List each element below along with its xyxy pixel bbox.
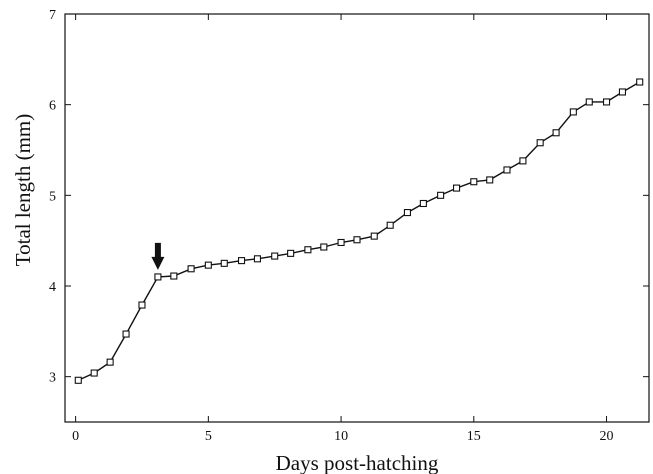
data-point [154, 273, 162, 281]
data-point [220, 259, 228, 267]
data-point [337, 238, 345, 247]
data-point [519, 157, 527, 165]
data-point [304, 246, 312, 254]
data-point [320, 243, 328, 251]
data-point [287, 249, 295, 257]
data-point [486, 176, 494, 184]
series-line [78, 81, 641, 381]
x-tick-label: 5 [205, 429, 212, 444]
x-tick-label: 10 [334, 429, 348, 444]
data-point [237, 257, 246, 265]
y-tick-label: 3 [49, 371, 56, 386]
data-point [271, 252, 279, 260]
y-tick-label: 6 [49, 99, 56, 114]
data-point [636, 78, 644, 86]
data-point [253, 255, 262, 263]
data-point [353, 236, 361, 244]
y-axis-title: Total length (mm) [11, 114, 35, 267]
data-point [90, 369, 98, 377]
x-tick-label: 15 [467, 429, 481, 444]
data-point [370, 232, 378, 240]
data-point [204, 261, 212, 269]
data-point [419, 199, 427, 208]
data-point [403, 209, 411, 217]
x-tick-label: 20 [600, 429, 614, 444]
data-point [552, 129, 560, 137]
data-point [138, 301, 146, 309]
data-point [452, 184, 461, 192]
data-point [122, 330, 130, 338]
data-point [618, 88, 627, 96]
x-axis-title: Days post-hatching [276, 451, 439, 474]
data-point [536, 139, 544, 147]
data-point [106, 358, 114, 366]
y-tick-label: 5 [49, 189, 56, 204]
annotation-arrow-down [151, 242, 165, 270]
data-point [187, 265, 195, 273]
data-point [170, 272, 178, 280]
x-tick-label: 0 [72, 429, 79, 444]
data-point [585, 98, 593, 106]
data-point [74, 376, 82, 384]
data-point [602, 98, 611, 106]
data-point [503, 166, 511, 174]
axis-ticks: 0 5 10 15 20 3 4 5 6 7 [49, 8, 649, 444]
annotation-layer [151, 242, 165, 270]
data-point [569, 108, 577, 116]
y-tick-label: 7 [49, 8, 56, 23]
data-point [437, 191, 445, 199]
series-layer [74, 78, 644, 384]
y-tick-label: 4 [49, 280, 56, 295]
data-point [470, 178, 478, 186]
plot-frame [64, 13, 650, 423]
data-point [386, 221, 394, 229]
